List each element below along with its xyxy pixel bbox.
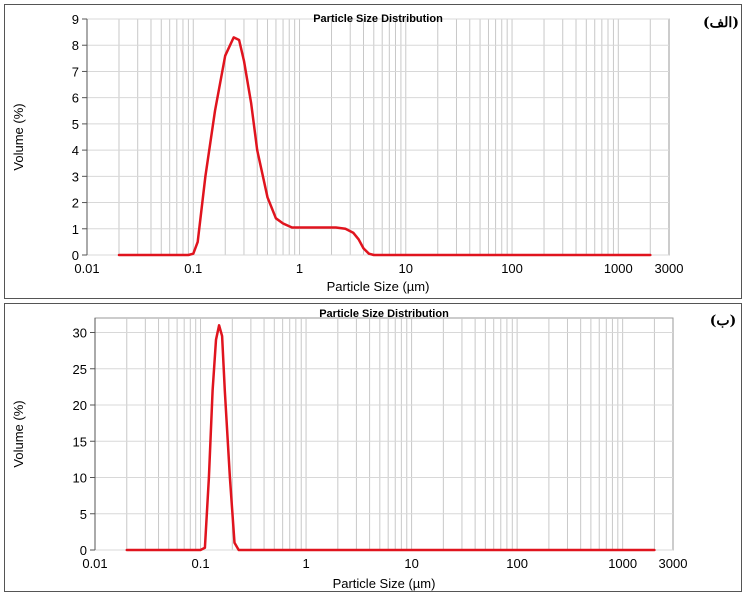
data-point [214, 109, 216, 112]
y-tick-label: 9 [72, 12, 79, 27]
data-point [617, 254, 620, 256]
y-tick-label: 5 [80, 507, 87, 522]
data-point [291, 226, 293, 229]
data-point [282, 222, 284, 225]
data-point [362, 247, 365, 250]
x-tick-label: 0.1 [191, 556, 209, 571]
plot-area [94, 317, 674, 551]
data-point [224, 389, 226, 392]
x-tick-label: 1000 [608, 556, 637, 571]
data-point [211, 389, 214, 392]
data-point [305, 549, 307, 551]
y-tick-label: 25 [73, 362, 87, 377]
data-point [344, 227, 347, 230]
y-tick-label: 2 [72, 196, 79, 211]
data-point [335, 226, 337, 229]
data-point [237, 549, 240, 551]
x-tick-label: 3000 [655, 261, 684, 276]
plot-area [86, 18, 670, 256]
y-tick-label: 3 [72, 169, 79, 184]
data-point [243, 60, 245, 62]
x-axis-label: Particle Size (µm) [327, 279, 430, 294]
y-tick-label: 20 [73, 398, 87, 413]
data-point [224, 54, 227, 57]
y-axis-label: Volume (%) [11, 103, 26, 170]
data-point [649, 254, 652, 256]
panel-tag: (الف) [703, 15, 739, 31]
data-point [266, 196, 269, 199]
data-point [208, 476, 210, 479]
y-tick-label: 8 [72, 38, 79, 53]
data-point [125, 549, 128, 551]
data-point [160, 254, 163, 256]
x-tick-label: 0.01 [82, 556, 107, 571]
chart-svg-1: 0 5 10 15 20 25 30 0.01 0.1 1 10 100 1000 3000 Particl… [11, 308, 736, 591]
series-line [125, 324, 656, 552]
data-point [511, 254, 513, 256]
panel-tag: (ب) [710, 313, 736, 329]
data-point [250, 102, 252, 104]
chart-svg-0: 0 1 2 3 4 5 6 7 8 9 0.01 0.1 1 10 100 1000 3000 Particle … [11, 12, 739, 294]
data-point [232, 36, 235, 39]
data-point [352, 231, 354, 234]
y-axis-label: Volume (%) [11, 400, 26, 467]
data-point [218, 324, 220, 327]
x-tick-label: 100 [501, 261, 523, 276]
x-tick-label: 1000 [604, 261, 633, 276]
x-tick-label: 3000 [659, 556, 688, 571]
y-tick-label: 7 [72, 64, 79, 79]
data-point [118, 254, 120, 256]
x-tick-label: 0.1 [184, 261, 202, 276]
y-tick-label: 1 [72, 222, 79, 237]
data-point [250, 549, 252, 551]
data-point [192, 252, 195, 255]
data-point [215, 338, 217, 341]
data-point [187, 254, 190, 256]
data-point [196, 241, 199, 243]
data-point [275, 217, 277, 220]
x-axis-label: Particle Size (µm) [333, 576, 436, 591]
data-point [256, 149, 259, 151]
chart-title: Particle Size Distribution [313, 13, 443, 25]
data-point [653, 549, 656, 551]
x-tick-label: 1 [302, 556, 309, 571]
data-point [310, 226, 313, 229]
y-tick-label: 30 [73, 326, 87, 341]
data-point [233, 541, 236, 544]
series-line [117, 36, 652, 257]
chart-panel-a: 0 1 2 3 4 5 6 7 8 9 0.01 0.1 1 10 100 1000 3000 Particle … [4, 4, 742, 299]
data-point [199, 549, 202, 551]
data-point [221, 335, 223, 337]
data-point [357, 238, 360, 241]
data-point [204, 175, 207, 178]
data-point [516, 549, 518, 551]
data-point [368, 252, 370, 255]
data-point [238, 39, 240, 41]
y-tick-label: 6 [72, 91, 79, 106]
data-point [229, 476, 231, 479]
data-point [372, 254, 375, 256]
chart-title: Particle Size Distribution [319, 308, 449, 320]
y-tick-label: 0 [80, 543, 87, 558]
data-point [404, 254, 407, 256]
y-tick-label: 5 [72, 117, 79, 132]
x-tick-label: 10 [404, 556, 418, 571]
chart-panel-b: 0 5 10 15 20 25 30 0.01 0.1 1 10 100 1000 3000 Particl… [4, 303, 742, 592]
data-point [167, 549, 170, 551]
data-point [298, 226, 301, 229]
data-point [621, 549, 624, 551]
data-point [388, 254, 391, 256]
y-tick-label: 15 [73, 434, 87, 449]
data-point [410, 549, 413, 551]
x-tick-label: 100 [506, 556, 528, 571]
x-tick-label: 0.01 [74, 261, 99, 276]
x-tick-label: 1 [296, 261, 303, 276]
y-tick-label: 10 [73, 471, 87, 486]
x-tick-label: 10 [399, 261, 413, 276]
data-point [204, 547, 206, 549]
y-tick-label: 0 [72, 248, 79, 263]
data-point [323, 226, 325, 229]
y-tick-label: 4 [72, 143, 79, 158]
